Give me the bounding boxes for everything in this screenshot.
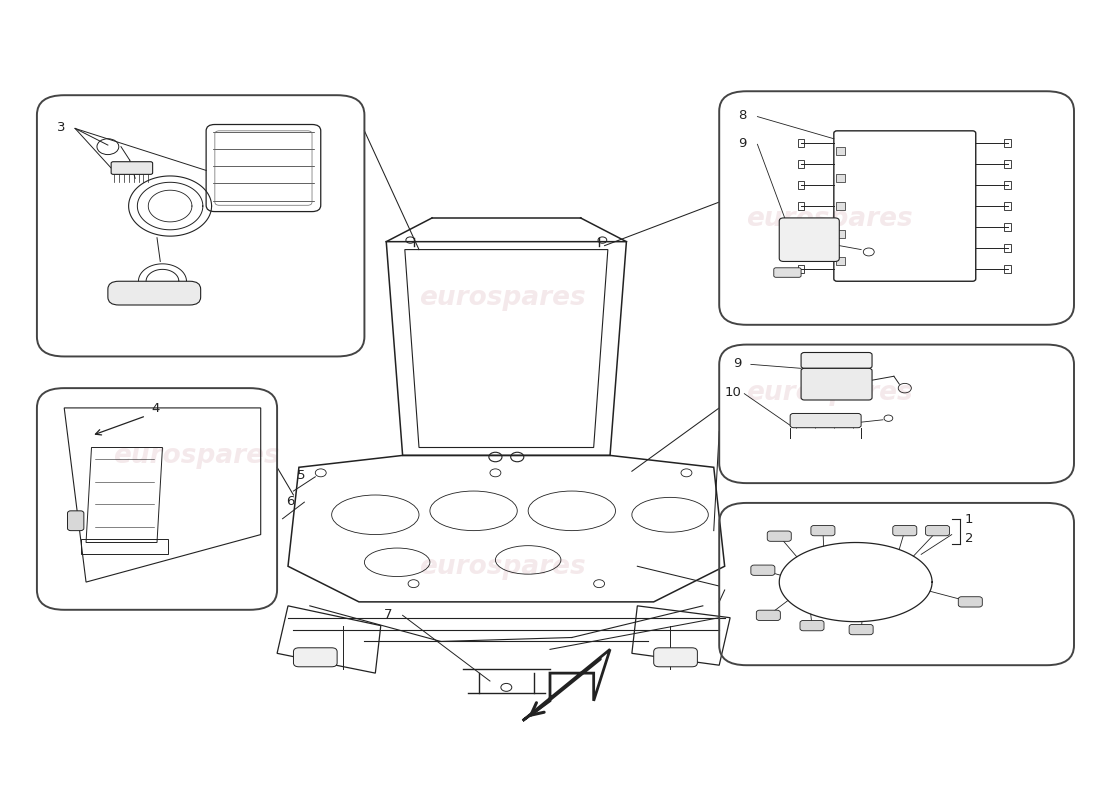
FancyBboxPatch shape [757, 610, 780, 621]
Bar [1004, 244, 1011, 252]
FancyBboxPatch shape [811, 526, 835, 536]
FancyBboxPatch shape [925, 526, 949, 536]
FancyBboxPatch shape [958, 597, 982, 607]
Text: 9: 9 [734, 357, 741, 370]
Bar [798, 202, 804, 210]
Bar [798, 223, 804, 231]
FancyBboxPatch shape [111, 162, 153, 174]
Text: eurospares: eurospares [747, 380, 913, 406]
Bar [798, 244, 804, 252]
Text: 6: 6 [286, 494, 294, 507]
Bar [836, 230, 845, 238]
FancyBboxPatch shape [790, 414, 861, 428]
Text: 7: 7 [384, 608, 393, 621]
Text: 10: 10 [725, 386, 741, 399]
Bar [1004, 181, 1011, 189]
FancyBboxPatch shape [801, 353, 872, 368]
Bar [836, 174, 845, 182]
Bar [836, 258, 845, 266]
Bar [798, 181, 804, 189]
Text: 9: 9 [738, 137, 746, 150]
Text: eurospares: eurospares [113, 443, 280, 470]
FancyBboxPatch shape [800, 621, 824, 630]
FancyBboxPatch shape [773, 268, 801, 278]
Text: eurospares: eurospares [419, 285, 585, 311]
Text: 3: 3 [56, 121, 65, 134]
Bar [1004, 223, 1011, 231]
FancyBboxPatch shape [67, 511, 84, 530]
FancyBboxPatch shape [779, 218, 839, 262]
Bar [1004, 202, 1011, 210]
Text: 5: 5 [297, 469, 305, 482]
Text: 1: 1 [965, 513, 974, 526]
FancyBboxPatch shape [801, 368, 872, 400]
Text: eurospares: eurospares [419, 554, 585, 580]
FancyBboxPatch shape [108, 282, 200, 305]
FancyBboxPatch shape [893, 526, 916, 536]
FancyBboxPatch shape [653, 648, 697, 666]
Bar [836, 146, 845, 154]
FancyBboxPatch shape [767, 531, 791, 542]
Bar [798, 266, 804, 274]
Text: eurospares: eurospares [747, 206, 913, 232]
Bar [798, 160, 804, 168]
Text: 8: 8 [738, 109, 746, 122]
Text: 4: 4 [152, 402, 160, 415]
FancyBboxPatch shape [751, 565, 774, 575]
Text: 2: 2 [965, 533, 974, 546]
Bar [798, 138, 804, 146]
Bar [1004, 266, 1011, 274]
Bar [836, 202, 845, 210]
Bar [1004, 160, 1011, 168]
Bar [1004, 138, 1011, 146]
FancyBboxPatch shape [849, 625, 873, 634]
FancyBboxPatch shape [294, 648, 337, 666]
